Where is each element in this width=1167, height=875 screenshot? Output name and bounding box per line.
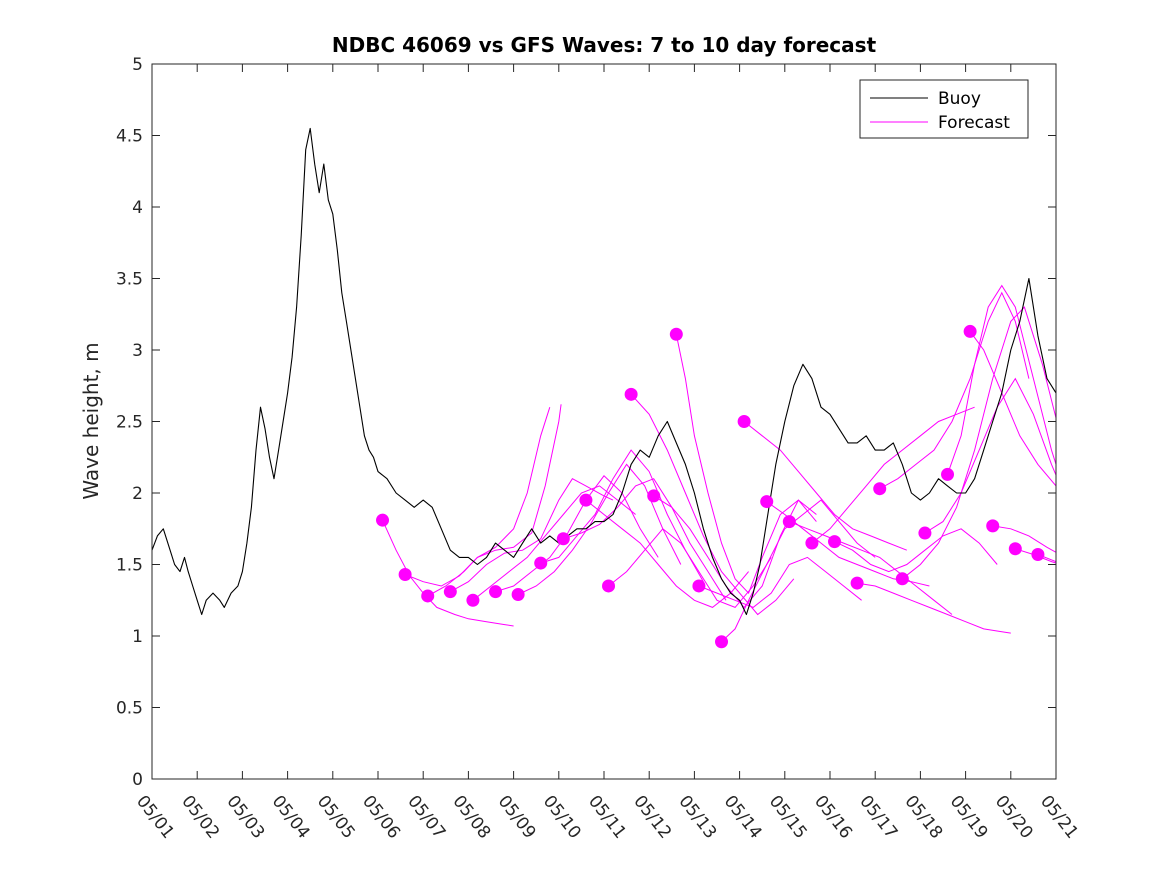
forecast-marker	[941, 467, 955, 481]
forecast-marker	[489, 585, 503, 599]
forecast-line	[992, 525, 1056, 553]
forecast-line	[675, 334, 817, 595]
chart-title: NDBC 46069 vs GFS Waves: 7 to 10 day for…	[332, 33, 877, 57]
forecast-marker	[850, 576, 864, 590]
y-tick-label: 1	[132, 627, 143, 647]
forecast-marker	[602, 579, 616, 593]
forecast-line	[969, 331, 1056, 487]
forecast-marker	[828, 535, 842, 549]
forecast-line	[947, 284, 1056, 475]
forecast-line	[382, 519, 514, 627]
forecast-marker	[376, 513, 390, 527]
plot-frame	[151, 63, 1057, 780]
forecast-marker	[760, 495, 774, 509]
forecast-marker	[1008, 542, 1022, 556]
y-axis-ticks: 0 0.5 1 1.5 2 2.5 3 3.5 4 4.5 5	[116, 55, 1056, 790]
forecast-marker	[669, 327, 683, 341]
forecast-line	[901, 306, 1056, 580]
forecast-marker	[556, 532, 570, 546]
forecast-line	[879, 291, 1030, 490]
forecast-line	[517, 463, 682, 595]
y-tick-label: 0	[132, 770, 143, 790]
legend-buoy-label: Buoy	[938, 89, 981, 109]
y-tick-label: 4.5	[116, 127, 143, 147]
buoy-series-line	[152, 127, 1056, 616]
forecast-line	[834, 528, 998, 573]
plot-content	[152, 127, 1056, 649]
y-tick-label: 0.5	[116, 699, 143, 719]
buoy-line	[152, 127, 1056, 616]
forecast-marker	[443, 585, 457, 599]
y-tick-label: 5	[132, 55, 143, 75]
forecast-marker	[466, 593, 480, 607]
forecast-marker	[895, 572, 909, 586]
forecast-marker	[692, 579, 706, 593]
y-tick-label: 2	[132, 484, 143, 504]
forecast-marker	[986, 519, 1000, 533]
forecast-marker	[715, 635, 729, 649]
forecast-marker	[511, 588, 525, 602]
y-axis-label: Wave height, m	[79, 342, 103, 499]
forecast-marker	[963, 324, 977, 338]
forecast-marker	[918, 526, 932, 540]
y-tick-label: 4	[132, 198, 143, 218]
forecast-line	[698, 556, 862, 608]
y-tick-label: 3.5	[116, 270, 143, 290]
forecast-line	[563, 478, 727, 601]
forecast-marker	[873, 482, 887, 496]
y-tick-label: 1.5	[116, 556, 143, 576]
y-tick-label: 2.5	[116, 413, 143, 433]
forecast-marker	[534, 556, 548, 570]
forecast-line	[540, 449, 704, 582]
forecast-line	[857, 582, 1011, 634]
y-tick-label: 3	[132, 341, 143, 361]
forecast-marker	[579, 493, 593, 507]
forecast-line	[608, 528, 772, 608]
forecast-line	[404, 407, 551, 587]
forecast-marker	[398, 568, 412, 582]
forecast-line	[743, 421, 907, 551]
forecast-line	[811, 406, 975, 544]
legend-box	[859, 79, 1029, 139]
forecast-marker	[647, 489, 661, 503]
forecast-marker	[624, 387, 638, 401]
forecast-line	[630, 393, 795, 616]
forecast-marker	[737, 415, 751, 428]
forecast-marker	[1031, 547, 1045, 561]
plot-area	[152, 64, 1056, 779]
forecast-line	[427, 404, 562, 597]
legend-forecast-label: Forecast	[938, 113, 1010, 133]
legend: Buoy Forecast	[859, 79, 1029, 139]
forecast-line	[789, 521, 953, 615]
forecast-marker	[805, 536, 819, 550]
forecast-marker	[421, 589, 435, 603]
forecast-line	[495, 475, 659, 593]
forecast-marker	[782, 515, 796, 529]
forecast-line	[585, 499, 749, 608]
forecast-line	[924, 377, 1056, 534]
forecast-markers	[376, 324, 1045, 649]
forecast-lines	[382, 284, 1056, 643]
